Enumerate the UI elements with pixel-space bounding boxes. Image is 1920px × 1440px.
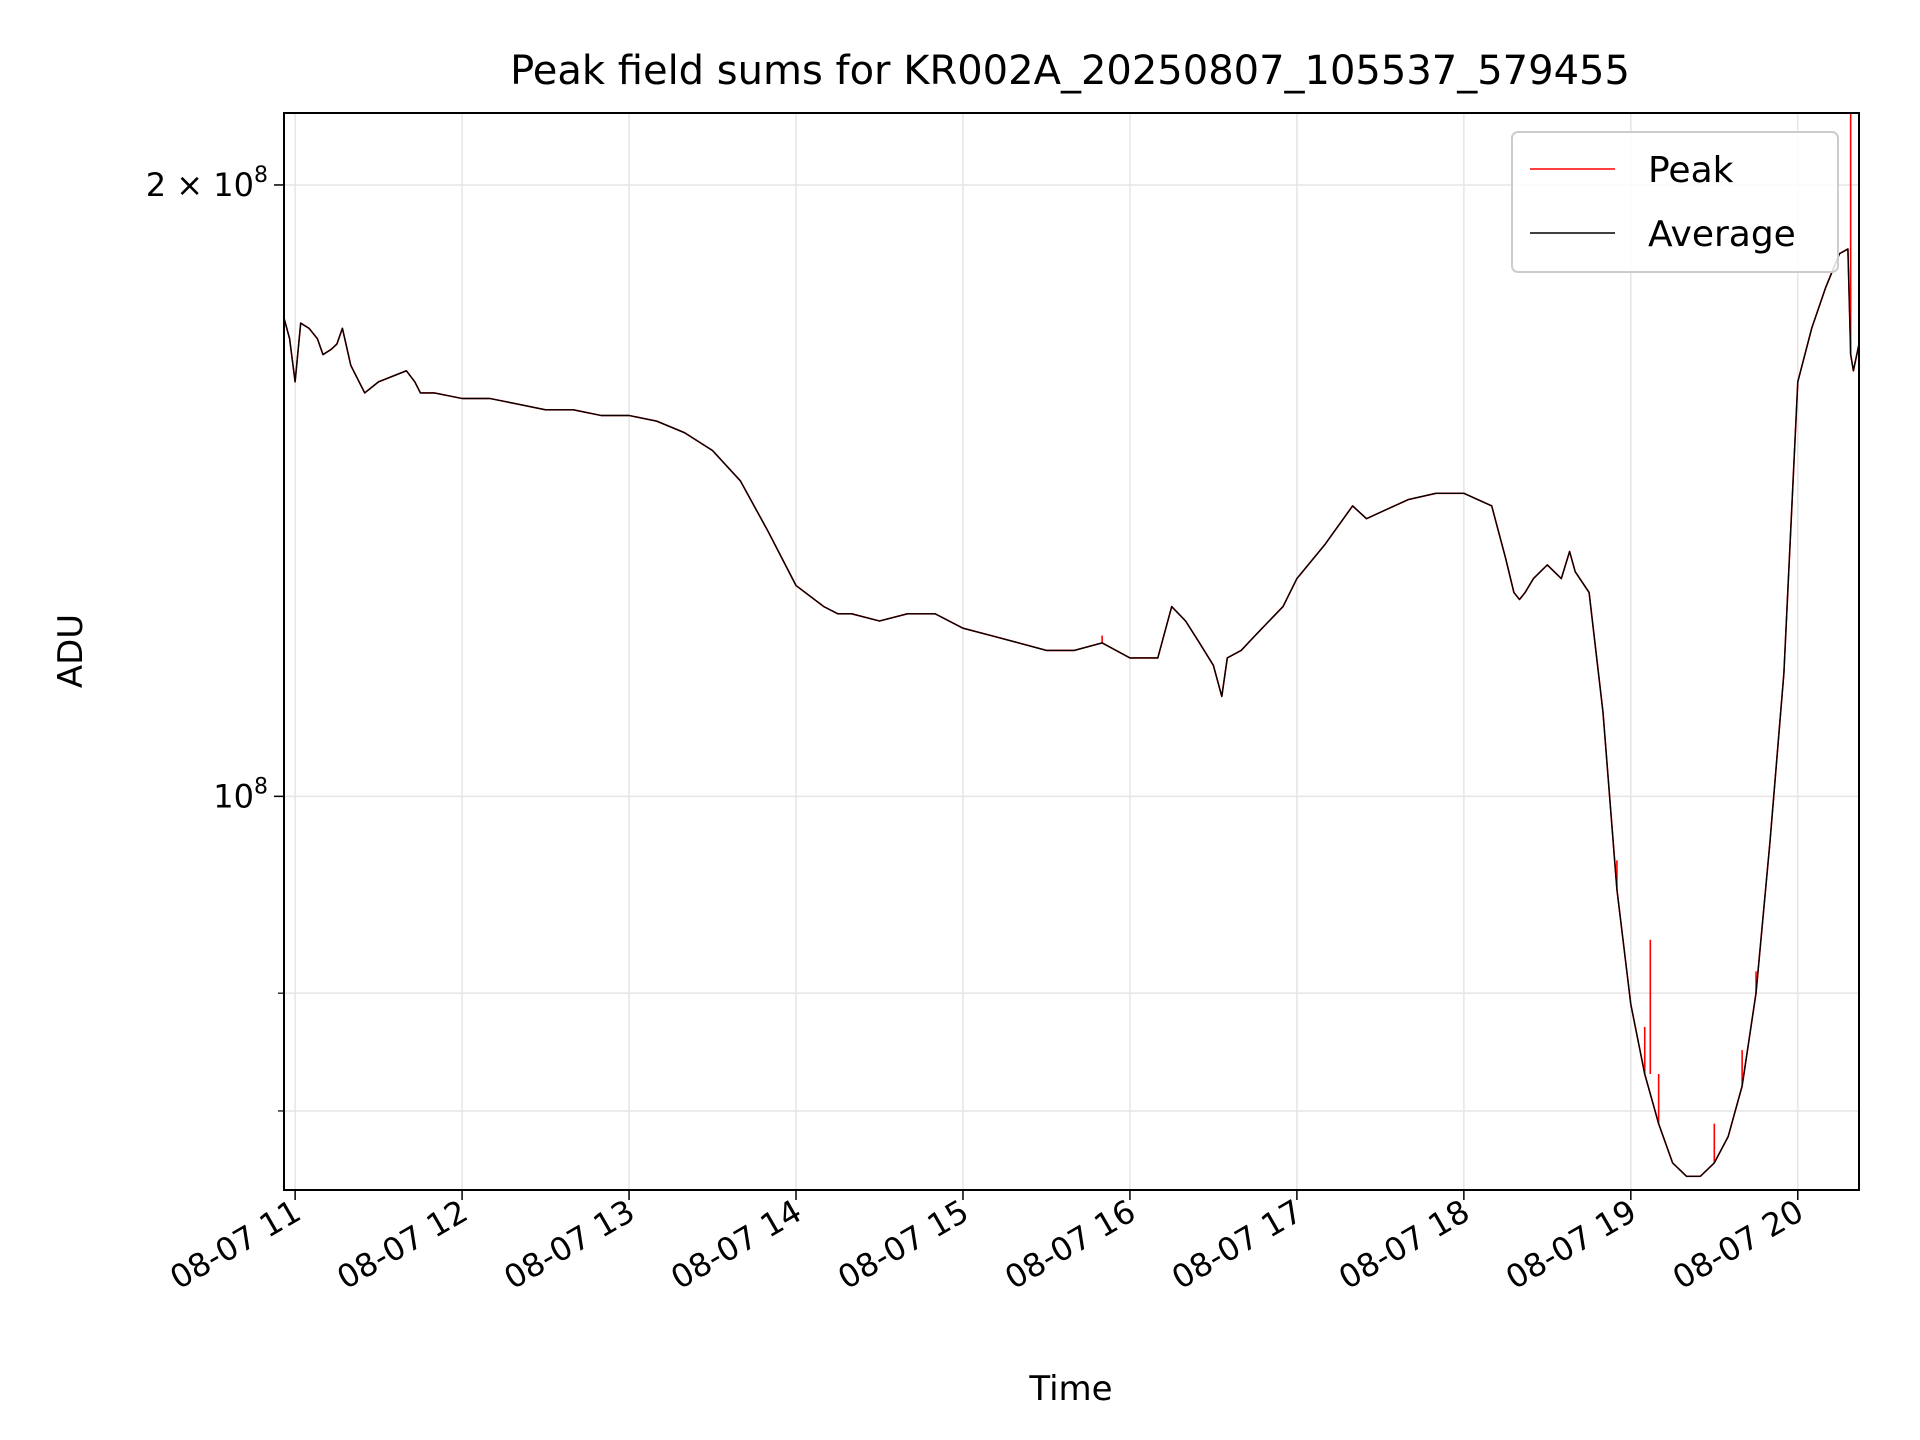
grid	[284, 113, 1859, 1190]
x-tick-label: 08-07 19	[1499, 1192, 1643, 1297]
x-tick-label: 08-07 17	[1165, 1192, 1309, 1297]
y-tick-label: 108	[213, 774, 268, 815]
y-axis-label: ADU	[51, 614, 91, 688]
x-tick-label: 08-07 20	[1666, 1192, 1810, 1297]
x-tick-label: 08-07 14	[664, 1192, 808, 1297]
x-axis: 08-07 11 08-07 12 08-07 13 08-07 14 08-07 15…	[164, 1190, 1810, 1297]
legend: Peak Average	[1511, 131, 1839, 273]
x-tick-label: 08-07 18	[1332, 1192, 1476, 1297]
legend-box	[1511, 131, 1839, 273]
y-tick-label: 2 × 108	[146, 163, 268, 204]
x-tick-label: 08-07 15	[831, 1192, 975, 1297]
x-tick-label: 08-07 13	[497, 1192, 641, 1297]
chart-title: Peak field sums for KR002A_20250807_1055…	[510, 48, 1630, 94]
x-tick-label: 08-07 12	[330, 1192, 474, 1297]
series-group	[283, 113, 1860, 1178]
plot-frame	[283, 112, 1860, 1191]
series-line-average	[283, 248, 1860, 1178]
legend-label-peak: Peak	[1648, 150, 1734, 191]
series-line-peak	[283, 248, 1860, 1178]
legend-label-average: Average	[1648, 214, 1796, 255]
y-axis: 108 2 × 108	[146, 163, 284, 1112]
x-tick-label: 08-07 16	[998, 1192, 1142, 1297]
x-axis-label: Time	[1028, 1369, 1112, 1409]
x-tick-label: 08-07 11	[164, 1192, 308, 1297]
